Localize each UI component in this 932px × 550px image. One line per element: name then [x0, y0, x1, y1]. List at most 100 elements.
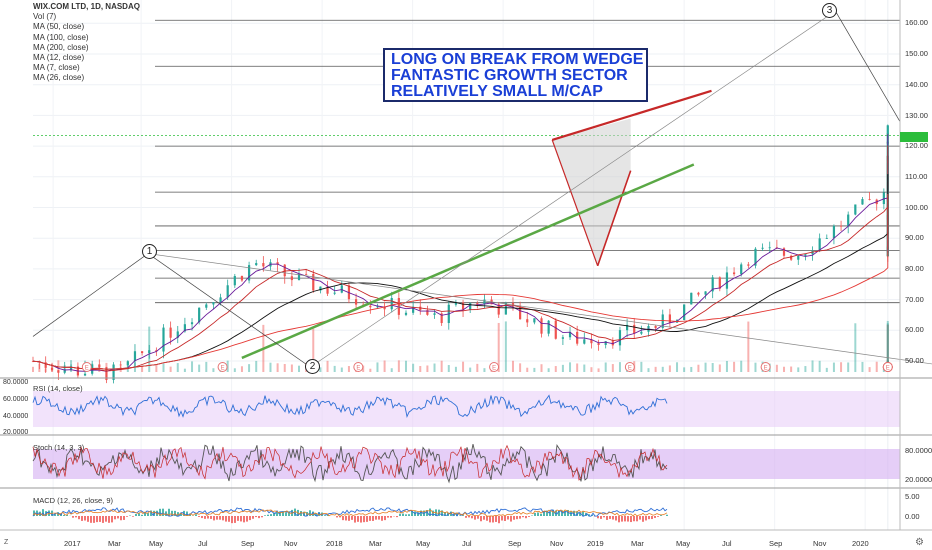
volume-bar — [740, 360, 743, 372]
timezone-button[interactable]: Z — [4, 539, 9, 546]
wave-line — [310, 10, 836, 368]
macd-histogram-bar — [72, 516, 74, 518]
candle-body — [497, 304, 500, 315]
candle-body — [540, 318, 543, 334]
volume-bar — [533, 367, 536, 372]
candle-body — [732, 272, 736, 275]
candle-body — [141, 351, 144, 354]
macd-histogram-bar — [255, 516, 257, 518]
candle-body — [633, 324, 636, 334]
candle-body — [526, 319, 529, 323]
macd-histogram-bar — [402, 513, 404, 516]
legend-ma50: MA (50, close) — [33, 22, 85, 32]
macd-histogram-bar — [177, 512, 179, 516]
macd-histogram-bar — [540, 513, 542, 516]
volume-bar — [476, 363, 479, 372]
candle-body — [554, 320, 557, 339]
candle-body — [233, 276, 236, 286]
macd-histogram-bar — [495, 516, 497, 522]
candle-body — [383, 306, 386, 310]
volume-bar — [569, 362, 572, 372]
volume-bar — [854, 323, 857, 372]
moving-average-line — [32, 145, 889, 372]
x-tick-label: Nov — [284, 539, 298, 548]
candle-body — [782, 248, 786, 256]
candle-body — [832, 225, 836, 239]
volume-bar — [205, 361, 208, 372]
candle-body — [369, 305, 372, 308]
candle-body — [354, 299, 358, 305]
macd-histogram-bar — [456, 512, 458, 516]
macd-histogram-bar — [471, 516, 473, 519]
volume-bar — [198, 364, 201, 372]
candle-body — [547, 320, 550, 334]
macd-histogram-bar — [300, 511, 302, 516]
candle-body — [262, 263, 265, 267]
macd-histogram-bar — [33, 510, 35, 516]
volume-bar — [340, 367, 343, 372]
candle-body — [63, 369, 66, 373]
volume-bar — [654, 366, 657, 372]
candle-body — [718, 277, 721, 289]
price-tick-label: 140.00 — [905, 80, 928, 89]
macd-histogram-bar — [561, 510, 563, 516]
volume-bar — [668, 365, 671, 372]
candle-body — [697, 292, 700, 295]
volume-bar — [840, 362, 843, 372]
macd-histogram-bar — [249, 516, 251, 521]
volume-bar — [419, 365, 422, 372]
candle-body — [747, 264, 750, 266]
earnings-marker-label: E — [492, 366, 496, 372]
gear-icon[interactable]: ⚙ — [915, 537, 924, 548]
volume-bar — [547, 368, 550, 372]
macd-histogram-bar — [408, 514, 410, 516]
volume-bar — [440, 360, 443, 372]
candle-body — [433, 313, 436, 315]
wave-label-2: 2 — [305, 359, 320, 374]
macd-histogram-bar — [555, 510, 557, 516]
volume-bar — [597, 368, 600, 372]
volume-bar — [733, 361, 736, 372]
macd-histogram-bar — [156, 510, 158, 516]
macd-histogram-bar — [36, 510, 38, 516]
candle-body — [440, 313, 443, 324]
macd-histogram-bar — [552, 509, 554, 516]
volume-bar — [57, 360, 60, 372]
candle-body — [426, 310, 429, 315]
candle-body — [105, 367, 108, 381]
macd-histogram-bar — [642, 516, 644, 522]
volume-bar — [519, 363, 522, 372]
macd-histogram-bar — [492, 516, 494, 523]
candle-body — [839, 225, 843, 227]
volume-bar — [191, 361, 194, 372]
macd-histogram-bar — [624, 516, 626, 522]
macd-histogram-bar — [396, 516, 398, 518]
macd-histogram-bar — [195, 514, 197, 516]
macd-histogram-bar — [549, 511, 551, 516]
macd-histogram-bar — [270, 514, 272, 516]
x-tick-label: Jul — [722, 539, 732, 548]
volume-bar — [447, 365, 450, 372]
legend-ma100: MA (100, close) — [33, 32, 89, 42]
volume-bar — [483, 368, 486, 372]
last-price-marker — [900, 132, 928, 142]
price-tick-label: 100.00 — [905, 203, 928, 212]
macd-histogram-bar — [198, 516, 200, 517]
candle-body — [148, 350, 151, 354]
macd-histogram-bar — [315, 513, 317, 516]
macd-histogram-bar — [180, 512, 182, 516]
candle-body — [604, 341, 607, 345]
macd-histogram-bar — [612, 516, 614, 520]
earnings-marker-label: E — [221, 366, 225, 372]
annotation-box[interactable]: LONG ON BREAK FROM WEDGE FANTASTIC GROWT… — [383, 48, 648, 102]
macd-histogram-bar — [222, 516, 224, 521]
candle-body — [590, 339, 593, 344]
moving-averages — [32, 134, 889, 372]
macd-histogram-bar — [429, 508, 431, 516]
earnings-marker-label: E — [886, 366, 890, 372]
macd-histogram-bar — [102, 516, 104, 523]
macd-histogram-bar — [285, 512, 287, 516]
price-tick-label: 60.00 — [905, 325, 924, 334]
candle-body — [212, 302, 215, 305]
